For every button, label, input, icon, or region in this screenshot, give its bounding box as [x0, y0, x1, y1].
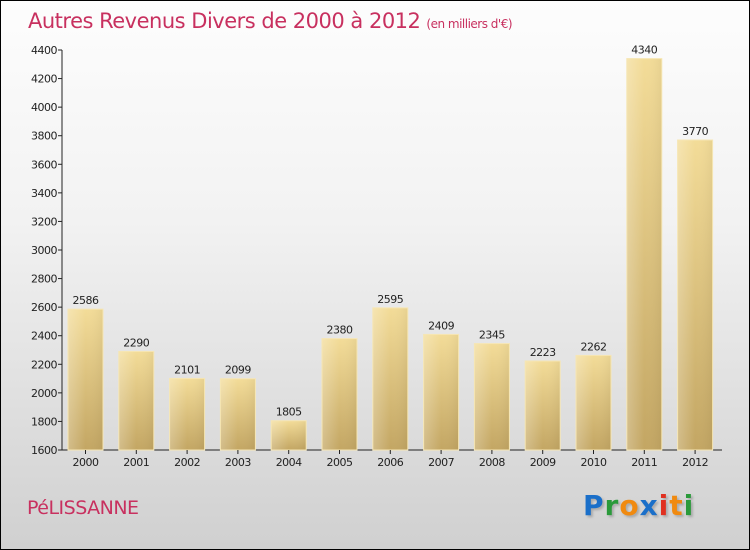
bar-highlight	[423, 333, 460, 451]
x-tick-label: 2002	[174, 456, 200, 469]
data-label: 2345	[479, 329, 505, 342]
bar-highlight	[524, 360, 561, 451]
data-label: 2290	[123, 336, 149, 349]
logo-letter: x	[639, 489, 659, 522]
y-tick-label: 3000	[31, 244, 57, 257]
x-tick-label: 2010	[581, 456, 607, 469]
bar-highlight	[473, 343, 510, 451]
chart-title: Autres Revenus Divers de 2000 à 2012 (en …	[28, 9, 513, 33]
bar-highlight	[626, 58, 663, 451]
data-label: 3770	[682, 125, 708, 138]
y-tick-label: 3400	[31, 187, 57, 200]
x-tick-label: 2008	[479, 456, 505, 469]
bar-highlight	[118, 350, 155, 451]
bar-highlight	[677, 139, 714, 451]
logo-letter: o	[619, 489, 640, 522]
data-label: 4340	[631, 44, 657, 57]
logo-letter: i	[658, 489, 670, 522]
x-tick-label: 2007	[428, 456, 454, 469]
data-label: 2380	[327, 324, 353, 337]
logo-letter: P	[583, 489, 605, 522]
y-tick-label: 3200	[31, 215, 57, 228]
y-tick-label: 2800	[31, 273, 57, 286]
bar-highlight	[169, 377, 206, 451]
x-tick-label: 2006	[377, 456, 403, 469]
data-label: 2262	[581, 340, 607, 353]
logo-letter: i	[683, 489, 695, 522]
logo-letter: t	[669, 489, 684, 522]
bar-highlight	[219, 378, 256, 451]
y-tick-label: 4000	[31, 101, 57, 114]
data-label: 2595	[377, 293, 403, 306]
y-tick-label: 2000	[31, 387, 57, 400]
y-tick-label: 3600	[31, 158, 57, 171]
y-tick-label: 1800	[31, 415, 57, 428]
data-label: 2409	[428, 319, 454, 332]
y-tick-label: 2400	[31, 330, 57, 343]
y-tick-label: 1600	[31, 444, 57, 457]
city-name: PéLISSANNE	[27, 497, 139, 519]
x-tick-label: 2011	[631, 456, 657, 469]
chart-subtitle: (en milliers d'€)	[426, 17, 513, 31]
y-tick-label: 4400	[31, 44, 57, 57]
x-tick-label: 2000	[73, 456, 99, 469]
x-tick-label: 2012	[682, 456, 708, 469]
bar-highlight	[321, 338, 358, 451]
bar-highlight	[270, 420, 307, 451]
bar-highlight	[575, 354, 612, 451]
data-label: 2101	[174, 363, 200, 376]
data-label: 2099	[225, 364, 251, 377]
y-tick-label: 3800	[31, 130, 57, 143]
x-tick-label: 2003	[225, 456, 251, 469]
data-label: 2223	[530, 346, 556, 359]
x-tick-label: 2004	[276, 456, 302, 469]
data-label: 1805	[276, 406, 302, 419]
x-tick-label: 2009	[530, 456, 556, 469]
y-tick-label: 2200	[31, 358, 57, 371]
x-tick-label: 2001	[123, 456, 149, 469]
bar-highlight	[372, 307, 409, 451]
proxiti-logo: Proxiti	[583, 489, 694, 522]
logo-letter: r	[604, 489, 620, 522]
bar-highlight	[67, 308, 104, 451]
y-tick-label: 2600	[31, 301, 57, 314]
data-label: 2586	[73, 294, 99, 307]
x-tick-label: 2005	[327, 456, 353, 469]
y-tick-label: 4200	[31, 73, 57, 86]
